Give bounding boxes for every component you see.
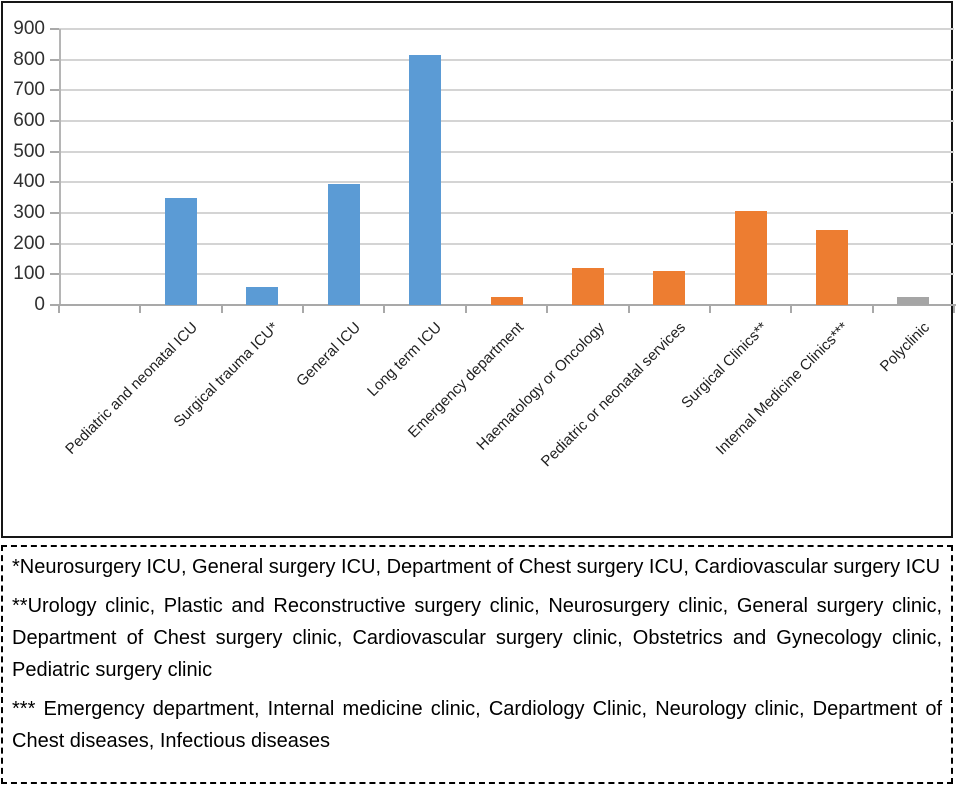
y-axis-label-0: 0 <box>34 294 45 315</box>
y-axis-line <box>59 29 61 305</box>
bar-general-icu <box>327 183 360 305</box>
bar-pediatric-or-neonatal-services <box>653 271 686 305</box>
y-axis-label-600: 600 <box>13 110 45 131</box>
x-tick-9 <box>790 306 793 313</box>
y-tick-100 <box>50 273 59 276</box>
bar-emergency-department <box>490 297 523 305</box>
y-axis-label-100: 100 <box>13 263 45 285</box>
y-tick-900 <box>50 28 59 30</box>
x-tick-3 <box>302 306 305 313</box>
x-tick-2 <box>220 306 223 313</box>
y-tick-0 <box>50 304 59 306</box>
footnote-box: *Neurosurgery ICU, General surgery ICU, … <box>1 545 953 784</box>
y-tick-300 <box>50 212 59 214</box>
x-axis-label-polyclinic: Polyclinic <box>877 319 934 376</box>
bar-internal-medicine-clinics <box>815 229 848 305</box>
x-axis-label-long-term-icu: Long term ICU <box>364 319 446 400</box>
y-tick-400 <box>50 181 59 184</box>
bar-surgical-clinics <box>734 211 767 305</box>
y-tick-500 <box>50 150 59 153</box>
gridline-300 <box>59 212 954 214</box>
footnote-internal-medicine-clinics: *** Emergency department, Internal medic… <box>12 698 942 752</box>
gridline-900 <box>59 28 954 30</box>
y-axis-label-700: 700 <box>13 79 45 101</box>
x-tick-4 <box>383 306 386 313</box>
gridline-100 <box>59 273 954 276</box>
y-axis-label-500: 500 <box>13 140 45 162</box>
y-axis-label-300: 300 <box>13 202 45 223</box>
bar-chart: 0 100 200 300 400 500 600 700 800 900 Pediatric an… <box>1 1 956 538</box>
y-axis-label-200: 200 <box>13 232 45 254</box>
x-axis-label-pediatric-or-neonatal-services: Pediatric or neonatal services <box>538 319 690 471</box>
x-axis-label-surgical-clinics: Surgical Clinics** <box>677 319 771 412</box>
bar-long-term-icu <box>409 55 442 305</box>
x-axis-label-internal-medicine-clinics: Internal Medicine Clinics*** <box>712 319 852 459</box>
x-tick-5 <box>464 306 467 313</box>
x-axis-label-general-icu: General ICU <box>292 319 364 390</box>
bar-polyclinic <box>897 297 930 305</box>
x-axis-label-pediatric-and-neonatal-icu: Pediatric and neonatal ICU <box>62 319 202 458</box>
y-tick-200 <box>50 242 59 245</box>
y-tick-700 <box>50 89 59 92</box>
gridline-800 <box>59 58 954 61</box>
y-tick-800 <box>50 58 59 61</box>
bar-haematology-or-oncology <box>571 268 604 305</box>
y-axis-label-900: 900 <box>13 18 45 39</box>
gridline-600 <box>59 120 954 122</box>
x-tick-11 <box>953 306 955 313</box>
footnote-icu: *Neurosurgery ICU, General surgery ICU, … <box>12 556 941 578</box>
bar-surgical-trauma-icu <box>246 286 279 305</box>
x-tick-6 <box>546 306 549 313</box>
x-tick-8 <box>708 306 711 313</box>
footnote-surgical-clinics: **Urology clinic, Plastic and Reconstruc… <box>12 595 942 681</box>
bar-pediatric-and-neonatal-icu <box>165 197 198 305</box>
x-tick-7 <box>627 306 630 313</box>
x-axis-line <box>59 304 956 306</box>
gridline-200 <box>59 242 954 245</box>
x-tick-0 <box>58 306 60 313</box>
x-tick-1 <box>139 306 142 313</box>
x-tick-10 <box>871 306 874 313</box>
y-axis-label-400: 400 <box>13 171 45 193</box>
gridline-400 <box>59 181 954 184</box>
gridline-500 <box>59 150 954 153</box>
gridline-700 <box>59 89 954 92</box>
y-tick-600 <box>50 120 59 122</box>
plot-area: 0 100 200 300 400 500 600 700 800 900 Pediatric an… <box>3 3 956 536</box>
y-axis-label-800: 800 <box>13 48 45 70</box>
